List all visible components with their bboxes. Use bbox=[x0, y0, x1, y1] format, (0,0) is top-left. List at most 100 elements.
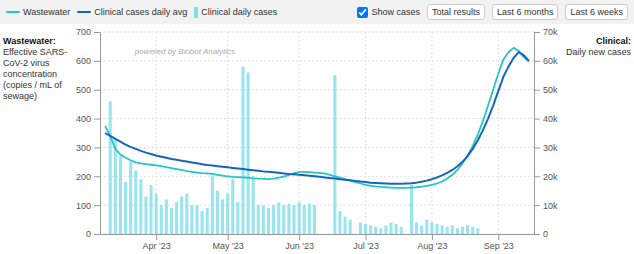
legend-swatch bbox=[194, 7, 198, 18]
tick: Sep '23 bbox=[484, 234, 514, 251]
button[interactable]: Total results bbox=[427, 4, 485, 20]
bar bbox=[292, 205, 295, 234]
tick-label: 50k bbox=[543, 85, 558, 95]
tick-mark bbox=[94, 119, 100, 120]
bar bbox=[201, 211, 204, 234]
tick: Jul '23 bbox=[353, 234, 379, 251]
bar bbox=[180, 196, 183, 234]
legend-label: Wastewater bbox=[23, 7, 70, 17]
button[interactable]: Last 6 weeks bbox=[565, 4, 628, 20]
legend-item: Clinical cases daily avg bbox=[77, 7, 187, 17]
tick-mark bbox=[534, 234, 540, 235]
bar bbox=[257, 205, 260, 234]
chart: Apr '23 May '23 Jun '23 Jul '23 Aug '23 Sep '… bbox=[0, 24, 634, 254]
y2-axis: 010k20k30k40k50k60k70k bbox=[534, 27, 558, 239]
tick-label: 60k bbox=[543, 56, 558, 66]
checkbox[interactable] bbox=[357, 7, 368, 18]
bar bbox=[374, 227, 377, 234]
tick: 70k bbox=[534, 27, 558, 37]
bar bbox=[155, 194, 158, 234]
bar bbox=[185, 194, 188, 234]
tick: 30k bbox=[534, 143, 558, 153]
tick-mark bbox=[432, 234, 433, 240]
bar bbox=[221, 199, 224, 234]
bar bbox=[206, 208, 209, 234]
y-axis: 0100200300400500600700 bbox=[76, 27, 101, 239]
bar bbox=[282, 205, 285, 234]
bar bbox=[400, 227, 403, 234]
bar bbox=[241, 67, 244, 234]
bar bbox=[114, 139, 117, 234]
bar bbox=[129, 162, 132, 234]
bar bbox=[308, 204, 311, 234]
tick-label: 40k bbox=[543, 114, 558, 124]
tick: 700 bbox=[76, 27, 100, 37]
tick: 200 bbox=[76, 172, 100, 182]
tick-mark bbox=[94, 147, 100, 148]
tick-mark bbox=[94, 61, 100, 62]
x-axis: Apr '23 May '23 Jun '23 Jul '23 Aug '23 Sep '… bbox=[101, 234, 535, 251]
bar bbox=[395, 224, 398, 234]
bar bbox=[461, 227, 464, 234]
bar bbox=[175, 202, 178, 234]
checkbox-label[interactable]: Show cases bbox=[371, 7, 420, 17]
legend: Wastewater Clinical cases daily avg Clinic… bbox=[6, 7, 277, 18]
tick-mark bbox=[228, 234, 229, 240]
bar bbox=[144, 196, 147, 234]
tick: 10k bbox=[534, 201, 558, 211]
bar bbox=[333, 75, 336, 234]
bar bbox=[231, 179, 234, 234]
bar bbox=[247, 72, 250, 234]
bar bbox=[476, 228, 479, 234]
tick: Apr '23 bbox=[143, 234, 171, 251]
tick-label: 10k bbox=[543, 201, 558, 211]
tick: 20k bbox=[534, 172, 558, 182]
tick-label: 70k bbox=[543, 27, 558, 37]
tick-label: Aug '23 bbox=[417, 241, 447, 251]
tick-label: 600 bbox=[76, 56, 91, 66]
tick: 40k bbox=[534, 114, 558, 124]
bar bbox=[379, 228, 382, 234]
tick-label: 700 bbox=[76, 27, 91, 37]
bar bbox=[109, 101, 112, 234]
tick: 600 bbox=[76, 56, 100, 66]
tick-label: Jun '23 bbox=[285, 241, 314, 251]
plot: Apr '23 May '23 Jun '23 Jul '23 Aug '23 Sep '… bbox=[76, 27, 558, 251]
tick-label: Apr '23 bbox=[143, 241, 171, 251]
tick: 500 bbox=[76, 85, 100, 95]
tick-label: Sep '23 bbox=[484, 241, 514, 251]
tick: Aug '23 bbox=[417, 234, 447, 251]
tick: Jun '23 bbox=[285, 234, 314, 251]
bar bbox=[160, 205, 163, 234]
axis-line bbox=[100, 33, 101, 235]
legend-item: Clinical daily cases bbox=[194, 7, 277, 18]
bar bbox=[430, 222, 433, 234]
lines bbox=[105, 48, 529, 188]
grid bbox=[100, 32, 534, 234]
legend-swatch bbox=[6, 11, 20, 13]
tick-label: 200 bbox=[76, 172, 91, 182]
bar bbox=[369, 225, 372, 234]
y2-axis-title: Clinical:Daily new cases bbox=[566, 36, 632, 57]
bar bbox=[165, 199, 168, 234]
tick-label: 100 bbox=[76, 201, 91, 211]
tick: May '23 bbox=[213, 234, 244, 251]
legend-label: Clinical cases daily avg bbox=[94, 7, 187, 17]
tick-label: 30k bbox=[543, 143, 558, 153]
tick-label: May '23 bbox=[213, 241, 244, 251]
legend-swatch bbox=[77, 11, 91, 13]
bar bbox=[446, 227, 449, 234]
grid-line bbox=[100, 118, 534, 119]
bar bbox=[298, 202, 301, 234]
checkbox-toggle[interactable]: Show cases bbox=[357, 7, 420, 18]
button[interactable]: Last 6 months bbox=[492, 4, 559, 20]
line bbox=[105, 48, 529, 188]
tick-mark bbox=[94, 32, 100, 33]
bar bbox=[119, 156, 122, 234]
grid-line bbox=[100, 60, 534, 61]
annotation: powered by Biobot Analytics bbox=[134, 47, 235, 56]
tick-mark bbox=[366, 234, 367, 240]
bar bbox=[124, 182, 127, 234]
bar bbox=[216, 191, 219, 234]
axis-line bbox=[534, 33, 535, 235]
